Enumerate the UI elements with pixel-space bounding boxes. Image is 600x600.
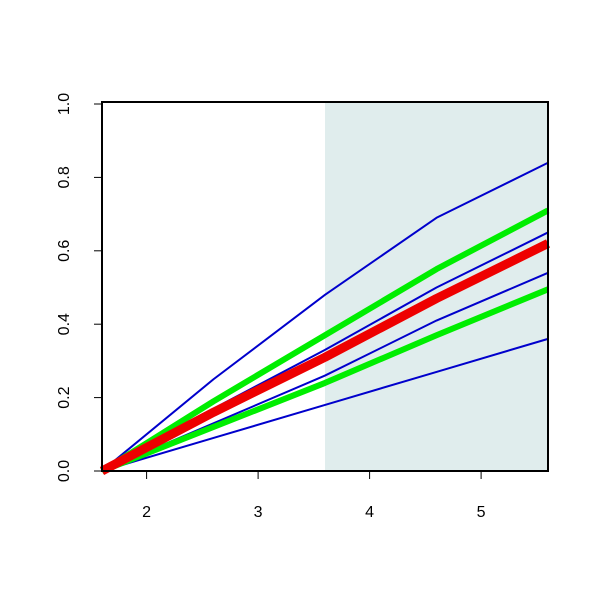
y-tick-label: 0.4	[56, 313, 73, 335]
series-line	[99, 239, 550, 475]
series-line	[100, 207, 550, 474]
x-tick-label: 5	[477, 504, 486, 521]
y-tick-label: 0.0	[56, 460, 73, 482]
series-line	[101, 161, 549, 472]
y-tick-label: 0.6	[56, 240, 73, 262]
x-tick-label: 3	[254, 504, 263, 521]
x-tick-label: 4	[365, 504, 374, 521]
y-tick-label: 0.8	[56, 166, 73, 188]
series-line	[100, 286, 550, 474]
series-line	[101, 337, 549, 472]
x-tick-label: 2	[142, 504, 151, 521]
y-tick-label: 0.2	[56, 386, 73, 408]
y-tick-label: 1.0	[56, 93, 73, 115]
